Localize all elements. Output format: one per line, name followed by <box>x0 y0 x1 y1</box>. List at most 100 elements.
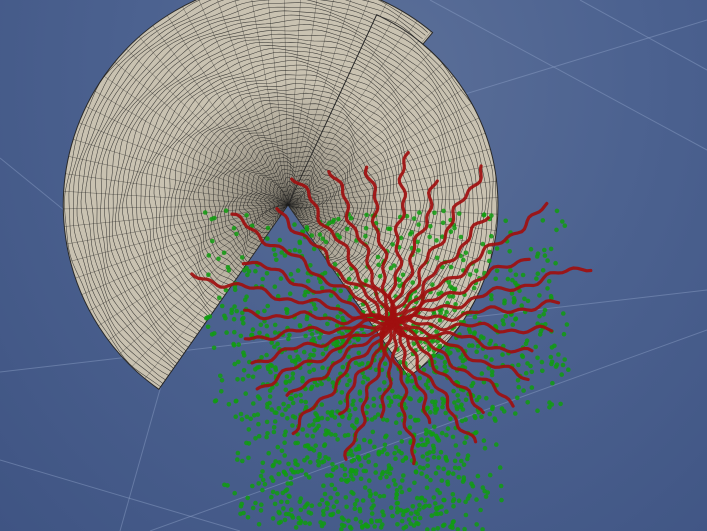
surface-ring <box>368 31 483 362</box>
data-point <box>274 257 279 263</box>
data-point <box>434 329 439 335</box>
data-point <box>285 481 291 486</box>
data-point <box>250 374 256 380</box>
data-point <box>320 236 326 241</box>
data-point <box>303 520 308 526</box>
data-point <box>283 407 288 412</box>
data-point <box>359 361 365 366</box>
data-point <box>463 499 468 505</box>
data-point <box>252 413 257 418</box>
data-point <box>500 318 506 323</box>
data-point <box>244 414 250 420</box>
data-point <box>540 218 546 223</box>
data-point <box>386 395 391 401</box>
data-point <box>328 495 334 501</box>
data-point <box>317 335 322 340</box>
surface-spoke <box>152 25 289 206</box>
data-point <box>367 478 372 483</box>
data-point <box>411 523 417 528</box>
surface-ring <box>111 29 399 352</box>
data-point <box>450 294 456 299</box>
surface-spoke <box>288 51 432 206</box>
data-point <box>236 359 241 365</box>
data-point <box>416 507 422 512</box>
data-point <box>287 354 293 360</box>
data-point <box>287 332 292 338</box>
surface-ring <box>166 83 364 306</box>
surface-ring <box>153 69 374 316</box>
data-point <box>202 210 208 215</box>
data-point <box>464 435 469 440</box>
data-point <box>444 309 449 315</box>
data-point <box>380 509 385 514</box>
data-point <box>435 437 441 442</box>
data-point <box>309 503 315 509</box>
data-point <box>210 238 215 244</box>
data-point <box>211 345 217 351</box>
data-point <box>308 263 313 268</box>
data-point <box>209 216 214 222</box>
data-point <box>283 511 289 517</box>
data-point <box>209 332 215 337</box>
data-point <box>377 387 382 392</box>
data-point <box>447 294 452 299</box>
data-point <box>406 517 412 522</box>
data-point <box>501 321 506 327</box>
data-point <box>529 385 535 390</box>
data-point <box>446 470 452 475</box>
data-point <box>429 389 435 394</box>
data-point <box>347 378 352 383</box>
data-point <box>272 419 278 424</box>
data-point <box>346 354 351 360</box>
surface-spoke <box>125 48 289 206</box>
data-point <box>262 482 268 487</box>
data-point <box>339 390 345 395</box>
data-point <box>268 362 273 368</box>
surface-ring <box>108 24 402 354</box>
data-point <box>205 315 210 320</box>
data-point <box>356 455 362 460</box>
surface-ring <box>176 96 356 296</box>
data-point <box>431 449 436 455</box>
surface-spoke <box>288 62 443 206</box>
data-point <box>523 370 529 376</box>
data-point <box>248 416 253 422</box>
data-point <box>480 241 486 247</box>
data-point <box>410 504 416 509</box>
data-point <box>256 433 262 439</box>
data-point <box>455 452 461 457</box>
data-point <box>250 483 255 489</box>
data-point <box>390 513 395 519</box>
surface-spoke <box>288 204 463 323</box>
data-point <box>549 359 555 365</box>
data-point <box>425 457 430 462</box>
data-point <box>340 315 345 321</box>
data-point <box>231 225 237 231</box>
data-point <box>335 232 340 238</box>
data-point <box>429 513 435 518</box>
data-point <box>307 423 312 428</box>
data-point <box>451 504 456 509</box>
data-point <box>306 361 312 367</box>
data-point <box>541 312 546 317</box>
data-point <box>349 453 355 458</box>
data-point <box>510 277 515 283</box>
ray-line <box>388 321 478 444</box>
data-point <box>434 407 439 413</box>
surface-ring <box>135 51 384 329</box>
data-point <box>319 381 325 387</box>
data-point <box>288 271 294 277</box>
data-point <box>375 254 381 260</box>
data-point <box>458 355 464 360</box>
data-point <box>489 372 495 378</box>
data-point <box>278 276 284 281</box>
data-point <box>279 448 285 454</box>
data-point <box>241 510 246 516</box>
data-point <box>439 478 445 483</box>
data-point <box>288 507 294 512</box>
grid-line <box>0 157 71 216</box>
data-point <box>393 495 399 501</box>
data-point <box>290 414 296 419</box>
